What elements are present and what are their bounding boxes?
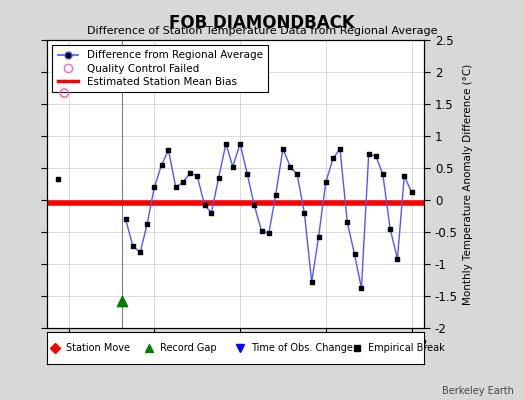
Point	[228, 164, 237, 170]
Y-axis label: Monthly Temperature Anomaly Difference (°C): Monthly Temperature Anomaly Difference (…	[463, 63, 473, 305]
Point	[179, 179, 187, 185]
Point	[329, 155, 337, 162]
Point	[265, 230, 273, 236]
Point	[351, 251, 359, 258]
Point	[343, 219, 352, 226]
Point	[386, 226, 395, 232]
Point	[200, 202, 209, 208]
Point	[336, 146, 344, 152]
Text: Berkeley Earth: Berkeley Earth	[442, 386, 514, 396]
Text: Record Gap: Record Gap	[160, 343, 217, 353]
Point	[365, 151, 373, 157]
Point	[407, 189, 416, 196]
Point	[271, 192, 280, 198]
Point	[129, 243, 137, 249]
Point	[122, 216, 130, 222]
Point	[157, 162, 166, 168]
Point	[136, 249, 145, 256]
Point	[308, 279, 316, 285]
Point	[243, 171, 252, 178]
Point	[250, 202, 258, 208]
Point	[300, 210, 309, 216]
Text: Difference of Station Temperature Data from Regional Average: Difference of Station Temperature Data f…	[87, 26, 437, 36]
Point	[118, 298, 126, 304]
Point	[314, 234, 323, 240]
Point	[143, 221, 151, 228]
Text: Station Move: Station Move	[66, 343, 130, 353]
Point	[279, 146, 287, 152]
Point	[165, 147, 173, 153]
Point	[393, 256, 401, 262]
Text: FOB DIAMONDBACK: FOB DIAMONDBACK	[169, 14, 355, 32]
Text: Empirical Break: Empirical Break	[368, 343, 444, 353]
Point	[286, 164, 294, 170]
Point	[236, 140, 244, 147]
Point	[257, 228, 266, 234]
Point	[372, 153, 380, 160]
Point	[357, 285, 366, 292]
Point	[207, 210, 215, 216]
Point	[214, 174, 223, 181]
Legend: Difference from Regional Average, Quality Control Failed, Estimated Station Mean: Difference from Regional Average, Qualit…	[52, 45, 268, 92]
Point	[193, 172, 201, 179]
Point	[379, 171, 387, 178]
Point	[53, 176, 62, 182]
Point	[222, 140, 230, 147]
Point	[150, 184, 159, 190]
Point	[322, 179, 330, 185]
Point	[171, 184, 180, 190]
Point	[60, 90, 69, 96]
Text: Time of Obs. Change: Time of Obs. Change	[251, 343, 353, 353]
Point	[293, 171, 301, 178]
Point	[185, 170, 194, 176]
Point	[400, 172, 409, 179]
